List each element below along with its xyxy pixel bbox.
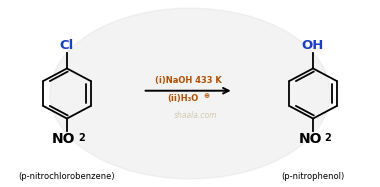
Text: shaala.com: shaala.com — [174, 111, 217, 120]
Text: (p-nitrochlorobenzene): (p-nitrochlorobenzene) — [19, 172, 115, 181]
Text: 2: 2 — [78, 133, 85, 143]
Text: ⊕: ⊕ — [203, 93, 209, 99]
Text: NO: NO — [298, 131, 322, 145]
Text: (i)NaOH 433 K: (i)NaOH 433 K — [155, 76, 222, 85]
Text: OH: OH — [302, 39, 324, 52]
Text: NO: NO — [52, 131, 76, 145]
Ellipse shape — [50, 8, 330, 179]
Text: Cl: Cl — [60, 39, 74, 52]
Text: 2: 2 — [324, 133, 331, 143]
Text: (p-nitrophenol): (p-nitrophenol) — [282, 172, 345, 181]
Text: (ii)H₃O: (ii)H₃O — [167, 94, 198, 102]
